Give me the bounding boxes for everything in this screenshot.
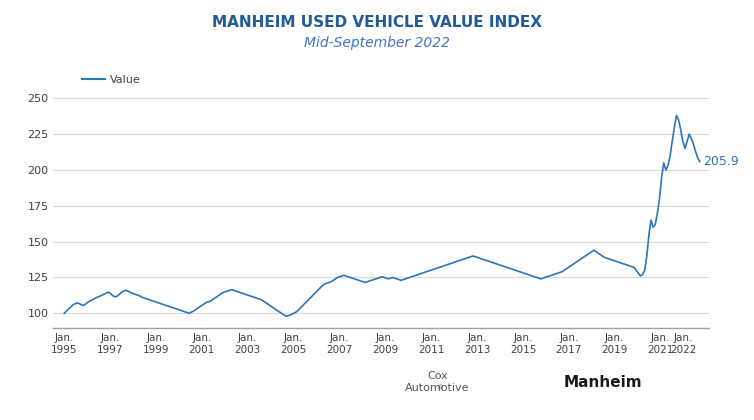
Text: Manheim: Manheim bbox=[564, 375, 642, 390]
Text: Mid-September 2022: Mid-September 2022 bbox=[304, 36, 450, 50]
Legend: Value: Value bbox=[78, 70, 146, 89]
Text: ®: ® bbox=[437, 386, 444, 391]
Text: Cox
Automotive: Cox Automotive bbox=[405, 371, 470, 393]
Text: 205.9: 205.9 bbox=[703, 155, 739, 168]
Text: MANHEIM USED VEHICLE VALUE INDEX: MANHEIM USED VEHICLE VALUE INDEX bbox=[212, 15, 542, 30]
